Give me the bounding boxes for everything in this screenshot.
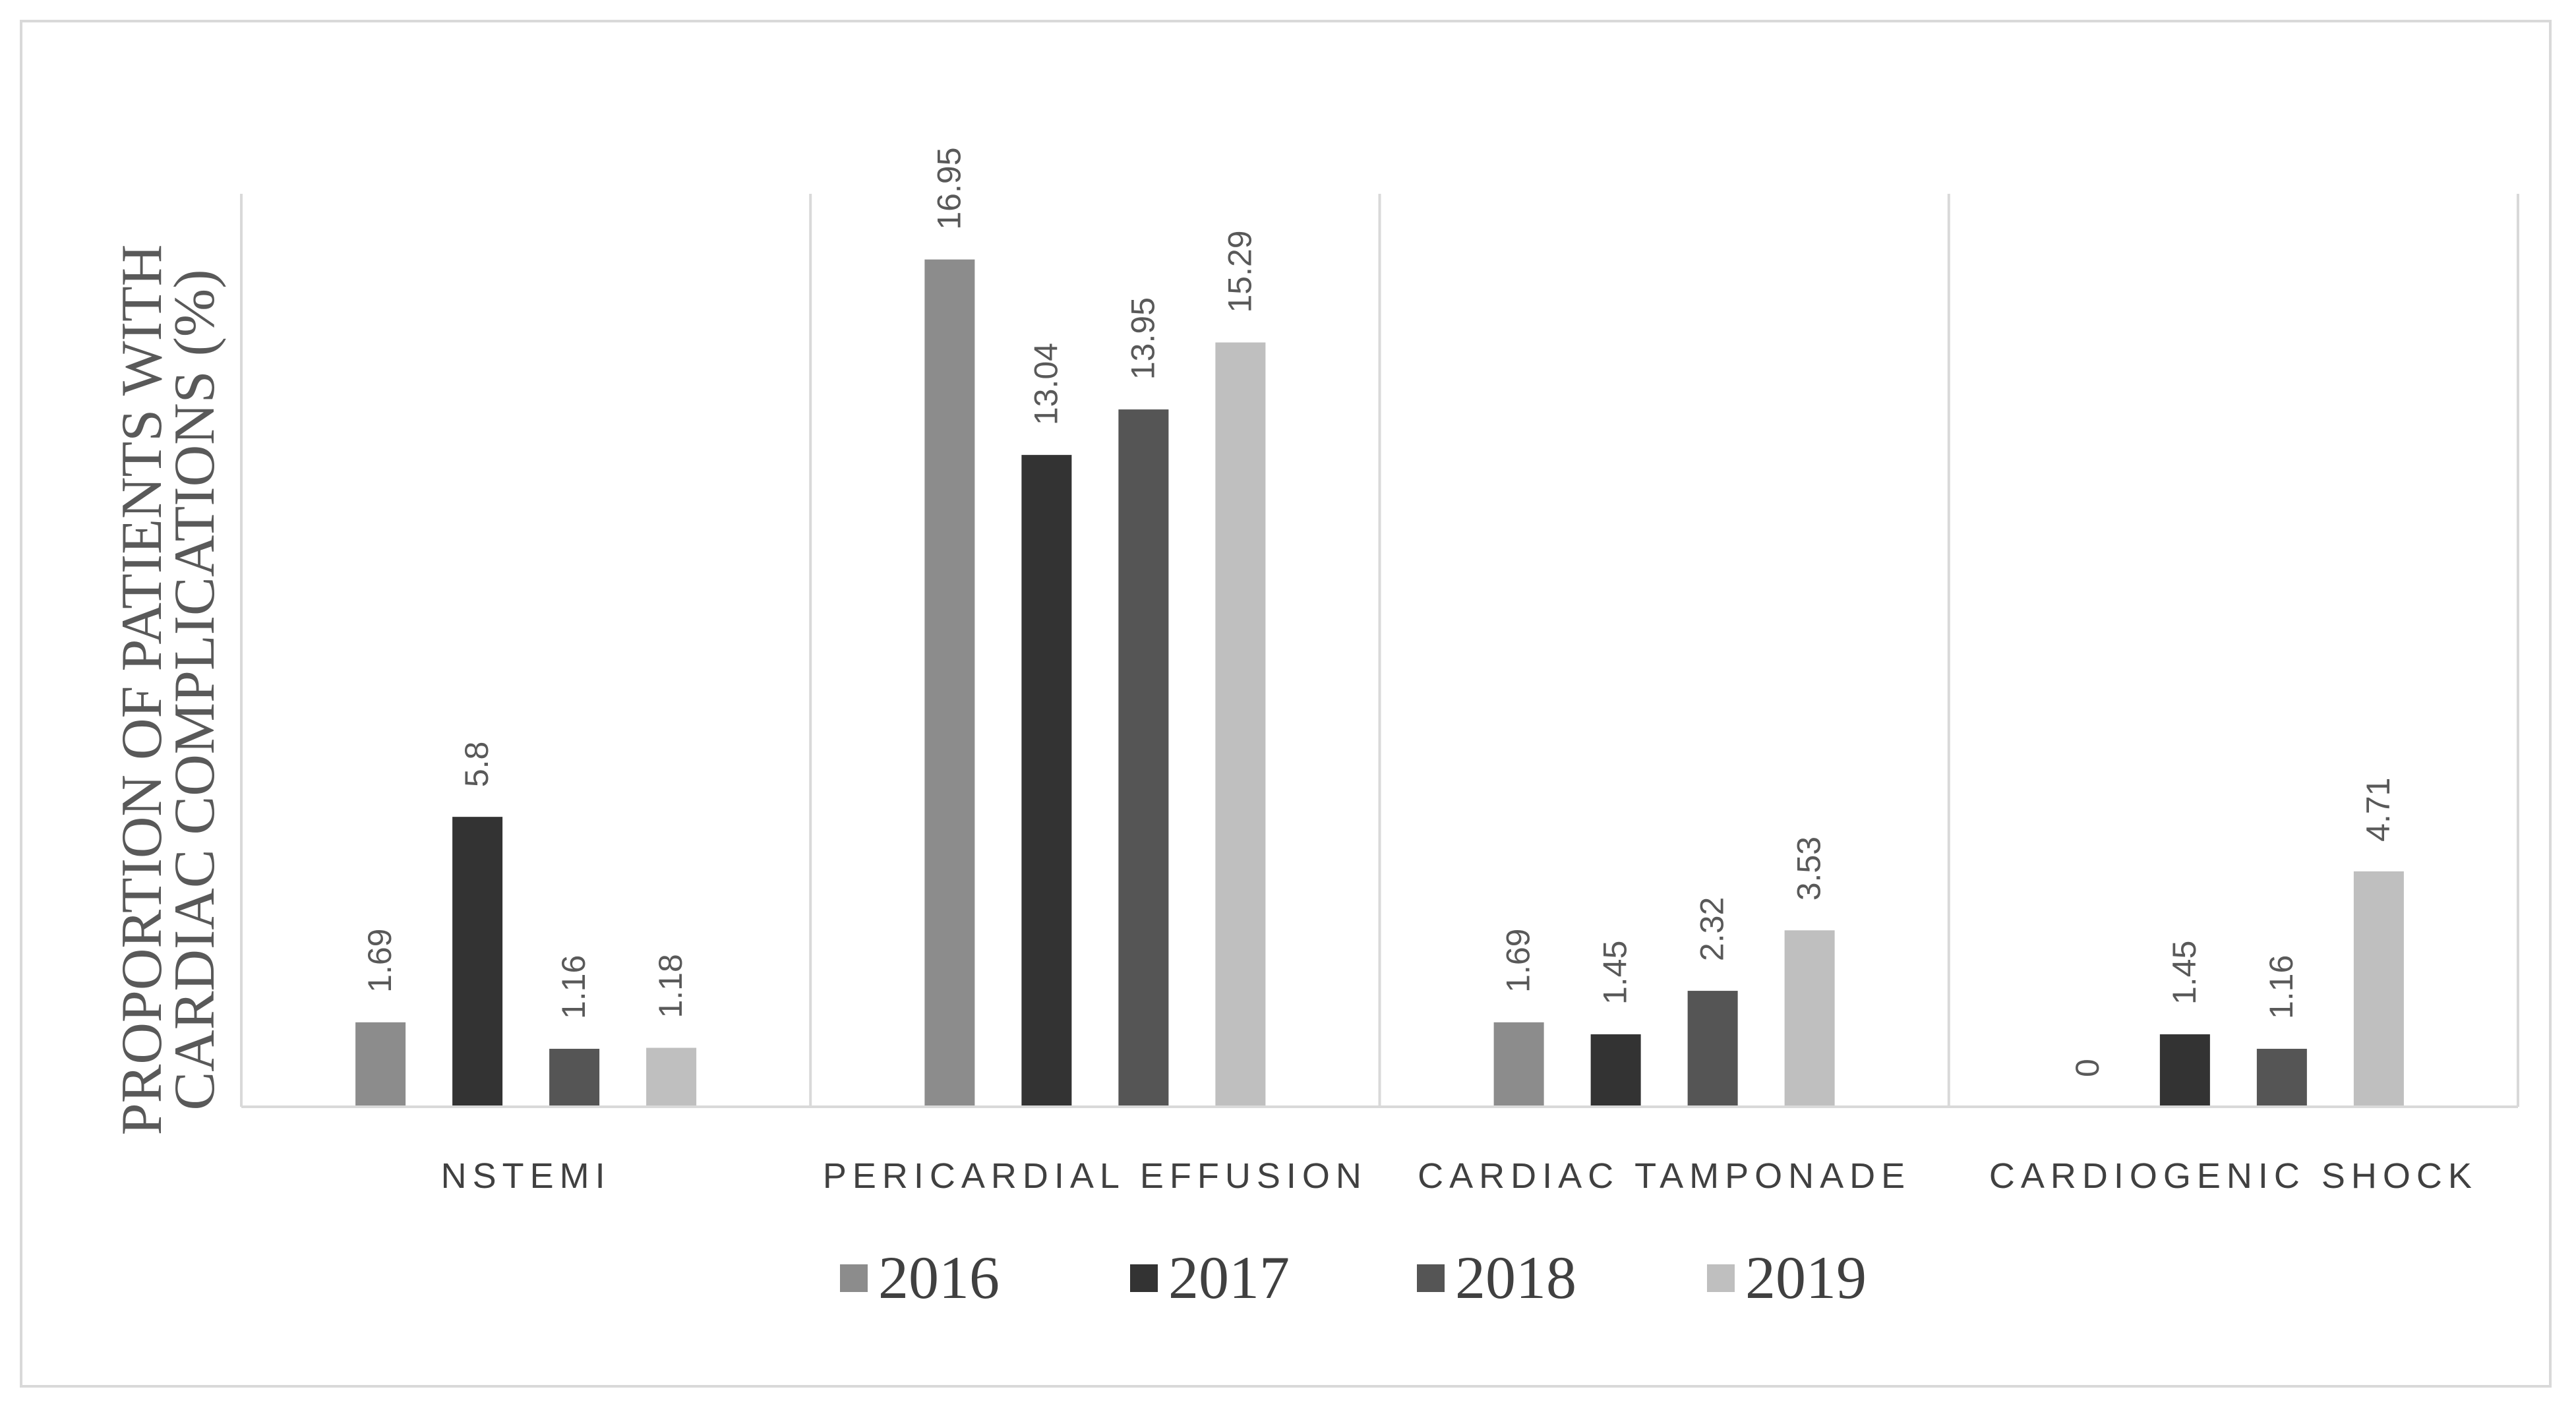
bar bbox=[1215, 342, 1266, 1107]
bars bbox=[355, 259, 2404, 1107]
bar bbox=[1118, 409, 1169, 1107]
category-label: CARDIOGENIC SHOCK bbox=[1989, 1156, 2478, 1196]
category-label: PERICARDIAL EFFUSION bbox=[823, 1156, 1367, 1196]
data-label: 4.71 bbox=[2360, 777, 2397, 841]
bar bbox=[1493, 1022, 1544, 1107]
data-label: 1.69 bbox=[1500, 929, 1537, 993]
category-label: NSTEMI bbox=[441, 1156, 611, 1196]
legend-swatch bbox=[840, 1264, 868, 1292]
data-label: 0 bbox=[2069, 1059, 2106, 1077]
bar bbox=[1021, 455, 1072, 1107]
data-label: 13.95 bbox=[1124, 297, 1161, 380]
legend-label: 2019 bbox=[1745, 1244, 1867, 1311]
data-label: 16.95 bbox=[930, 148, 967, 230]
y-axis-title-line: CARDIAC COMPLICATIONS (%) bbox=[163, 269, 227, 1110]
legend-swatch bbox=[1707, 1264, 1735, 1292]
data-label: 1.18 bbox=[652, 954, 689, 1018]
category-label: CARDIAC TAMPONADE bbox=[1418, 1156, 1911, 1196]
bar bbox=[2353, 871, 2404, 1107]
data-label: 13.04 bbox=[1027, 343, 1064, 425]
bar bbox=[924, 259, 975, 1107]
data-label: 1.45 bbox=[1597, 941, 1634, 1005]
legend-label: 2018 bbox=[1455, 1244, 1576, 1311]
data-label: 2.32 bbox=[1694, 897, 1731, 961]
legend: 2016 2017 2018 2019 bbox=[840, 1244, 1867, 1311]
data-label: 1.45 bbox=[2166, 941, 2203, 1005]
data-label: 5.8 bbox=[458, 742, 495, 788]
bar bbox=[1687, 991, 1738, 1107]
legend-swatch bbox=[1417, 1264, 1445, 1292]
legend-swatch bbox=[1130, 1264, 1158, 1292]
data-label: 1.69 bbox=[361, 929, 398, 993]
chart-frame: PROPORTION OF PATIENTS WITH CARDIAC COMPL… bbox=[20, 20, 2552, 1388]
bar bbox=[2159, 1034, 2210, 1107]
category-separators bbox=[240, 194, 2519, 1107]
bar bbox=[1590, 1034, 1641, 1107]
bar bbox=[549, 1049, 600, 1107]
bar bbox=[452, 817, 503, 1107]
category-labels: NSTEMI PERICARDIAL EFFUSION CARDIAC TAMPON… bbox=[441, 1156, 2478, 1196]
legend-label: 2016 bbox=[878, 1244, 1000, 1311]
bar bbox=[646, 1047, 697, 1107]
legend-label: 2017 bbox=[1168, 1244, 1290, 1311]
bar bbox=[1784, 930, 1835, 1107]
y-axis-title-line: PROPORTION OF PATIENTS WITH bbox=[110, 245, 174, 1136]
data-label: 1.16 bbox=[2263, 955, 2300, 1019]
bar bbox=[2256, 1049, 2307, 1107]
bar bbox=[355, 1022, 406, 1107]
data-labels: 1.69 5.8 1.16 1.18 16.95 13.04 13.95 15.29 1.69 1… bbox=[361, 148, 2397, 1078]
data-label: 1.16 bbox=[555, 955, 592, 1019]
data-label: 15.29 bbox=[1221, 230, 1258, 312]
data-label: 3.53 bbox=[1791, 837, 1828, 900]
